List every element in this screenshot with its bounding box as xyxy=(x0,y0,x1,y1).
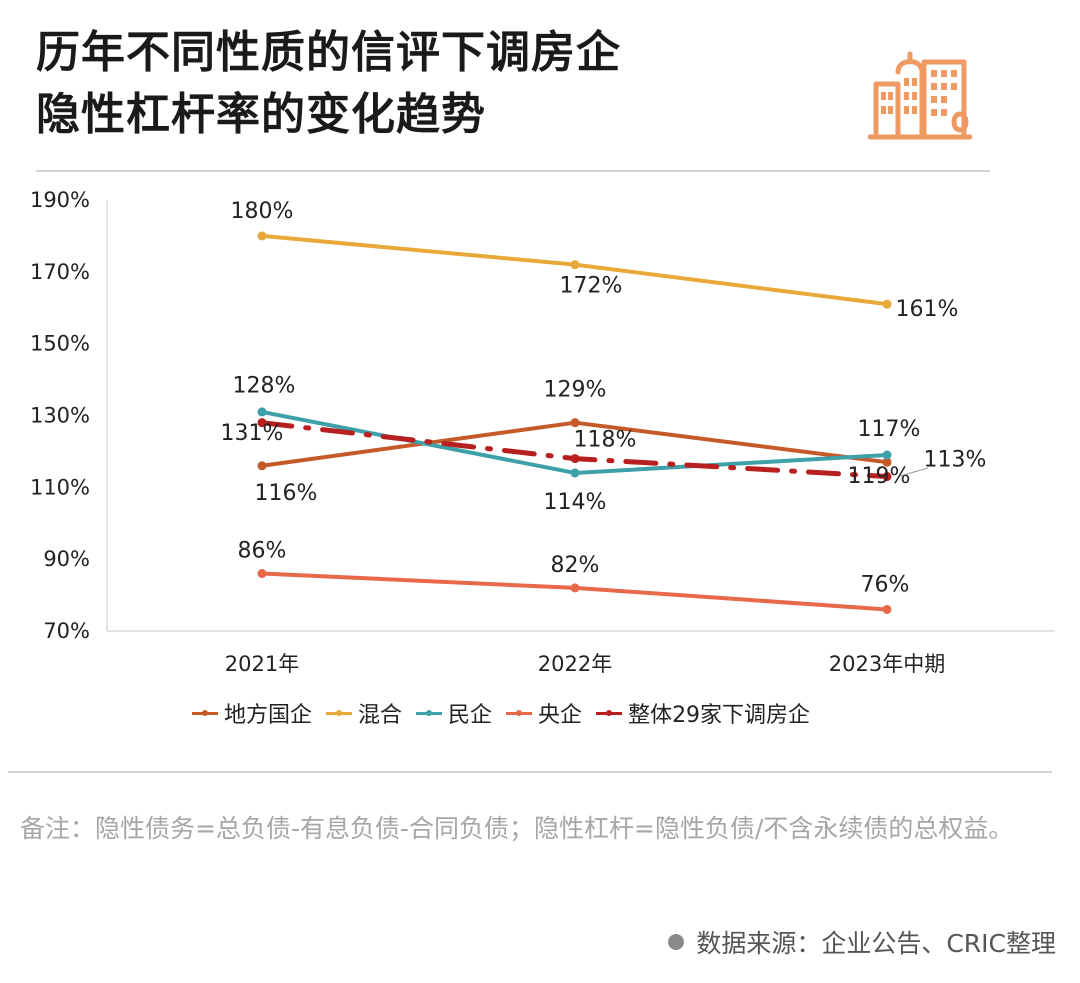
footer-divider xyxy=(8,771,1052,773)
data-label: 76% xyxy=(861,572,910,597)
legend-label: 整体29家下调房企 xyxy=(628,703,811,728)
source-text: 数据来源：企业公告、CRIC整理 xyxy=(696,929,1056,958)
data-label: 129% xyxy=(544,378,607,403)
legend-item: 整体29家下调房企 xyxy=(596,697,810,729)
data-point xyxy=(882,472,892,482)
legend-label: 地方国企 xyxy=(224,703,313,728)
data-label: 116% xyxy=(255,481,318,506)
data-point xyxy=(882,299,892,309)
data-point xyxy=(570,468,580,478)
legend-swatch-icon xyxy=(506,709,533,716)
legend-item: 混合 xyxy=(326,697,402,729)
building-logo-icon xyxy=(868,51,972,140)
y-tick-label: 150% xyxy=(30,332,90,356)
data-point xyxy=(257,407,267,417)
legend-swatch-icon xyxy=(596,709,623,716)
data-point xyxy=(882,457,892,467)
y-tick-label: 110% xyxy=(30,475,90,499)
data-label: 119% xyxy=(848,464,911,489)
y-tick-label: 130% xyxy=(30,404,90,428)
footnote: 备注：隐性债务=总负债-有息负债-合同负债；隐性杠杆=隐性负债/不含永续债的总权… xyxy=(20,814,1014,843)
legend-label: 混合 xyxy=(358,703,403,728)
data-label: 180% xyxy=(231,199,294,224)
data-label: 128% xyxy=(233,374,296,399)
data-point xyxy=(257,461,267,471)
data-point xyxy=(882,604,892,614)
data-label: 113% xyxy=(924,448,987,473)
data-point xyxy=(570,454,580,464)
data-point xyxy=(257,418,267,428)
data-point xyxy=(882,450,892,460)
data-source: 数据来源：企业公告、CRIC整理 xyxy=(668,924,1056,960)
x-tick-label: 2021年 xyxy=(225,652,299,676)
legend-swatch-icon xyxy=(192,709,218,716)
data-label: 131% xyxy=(221,421,284,446)
y-tick-label: 190% xyxy=(30,188,90,212)
line-chart: 70% 90% 110% 130% 150% 170% 190% 2021年 2022年 2023… xyxy=(30,188,1055,676)
data-point xyxy=(570,260,580,270)
legend-item: 民企 xyxy=(416,697,492,729)
title-line-1: 历年不同性质的信评下调房企 xyxy=(36,27,621,78)
data-point xyxy=(570,418,580,428)
x-tick-label: 2022年 xyxy=(538,652,612,676)
legend-label: 民企 xyxy=(448,703,493,728)
data-label: 118% xyxy=(574,428,637,453)
data-point xyxy=(257,231,267,241)
data-label: 117% xyxy=(858,417,921,442)
data-point xyxy=(570,583,580,593)
title-line-2: 隐性杠杆率的变化趋势 xyxy=(36,89,486,140)
legend-item: 地方国企 xyxy=(192,697,312,729)
data-label: 82% xyxy=(551,553,600,578)
data-label: 114% xyxy=(544,490,607,515)
legend-item: 央企 xyxy=(506,697,582,729)
data-point xyxy=(257,569,267,579)
y-tick-label: 90% xyxy=(43,547,90,571)
data-label: 172% xyxy=(560,274,623,299)
bullet-icon xyxy=(668,934,685,950)
x-tick-label: 2023年中期 xyxy=(829,652,945,676)
legend-label: 央企 xyxy=(538,703,583,728)
y-tick-label: 170% xyxy=(30,260,90,284)
chart-title: 历年不同性质的信评下调房企 隐性杠杆率的变化趋势 xyxy=(36,22,621,146)
title-divider xyxy=(36,170,990,172)
legend-swatch-icon xyxy=(416,709,443,716)
legend-swatch-icon xyxy=(326,709,353,716)
data-label: 86% xyxy=(238,539,287,564)
chart-legend: 地方国企 混合 民企 央企 整体29家下调房企 xyxy=(192,697,824,729)
data-label: 161% xyxy=(896,297,959,322)
y-tick-label: 70% xyxy=(43,619,90,643)
leader-line xyxy=(899,467,929,477)
